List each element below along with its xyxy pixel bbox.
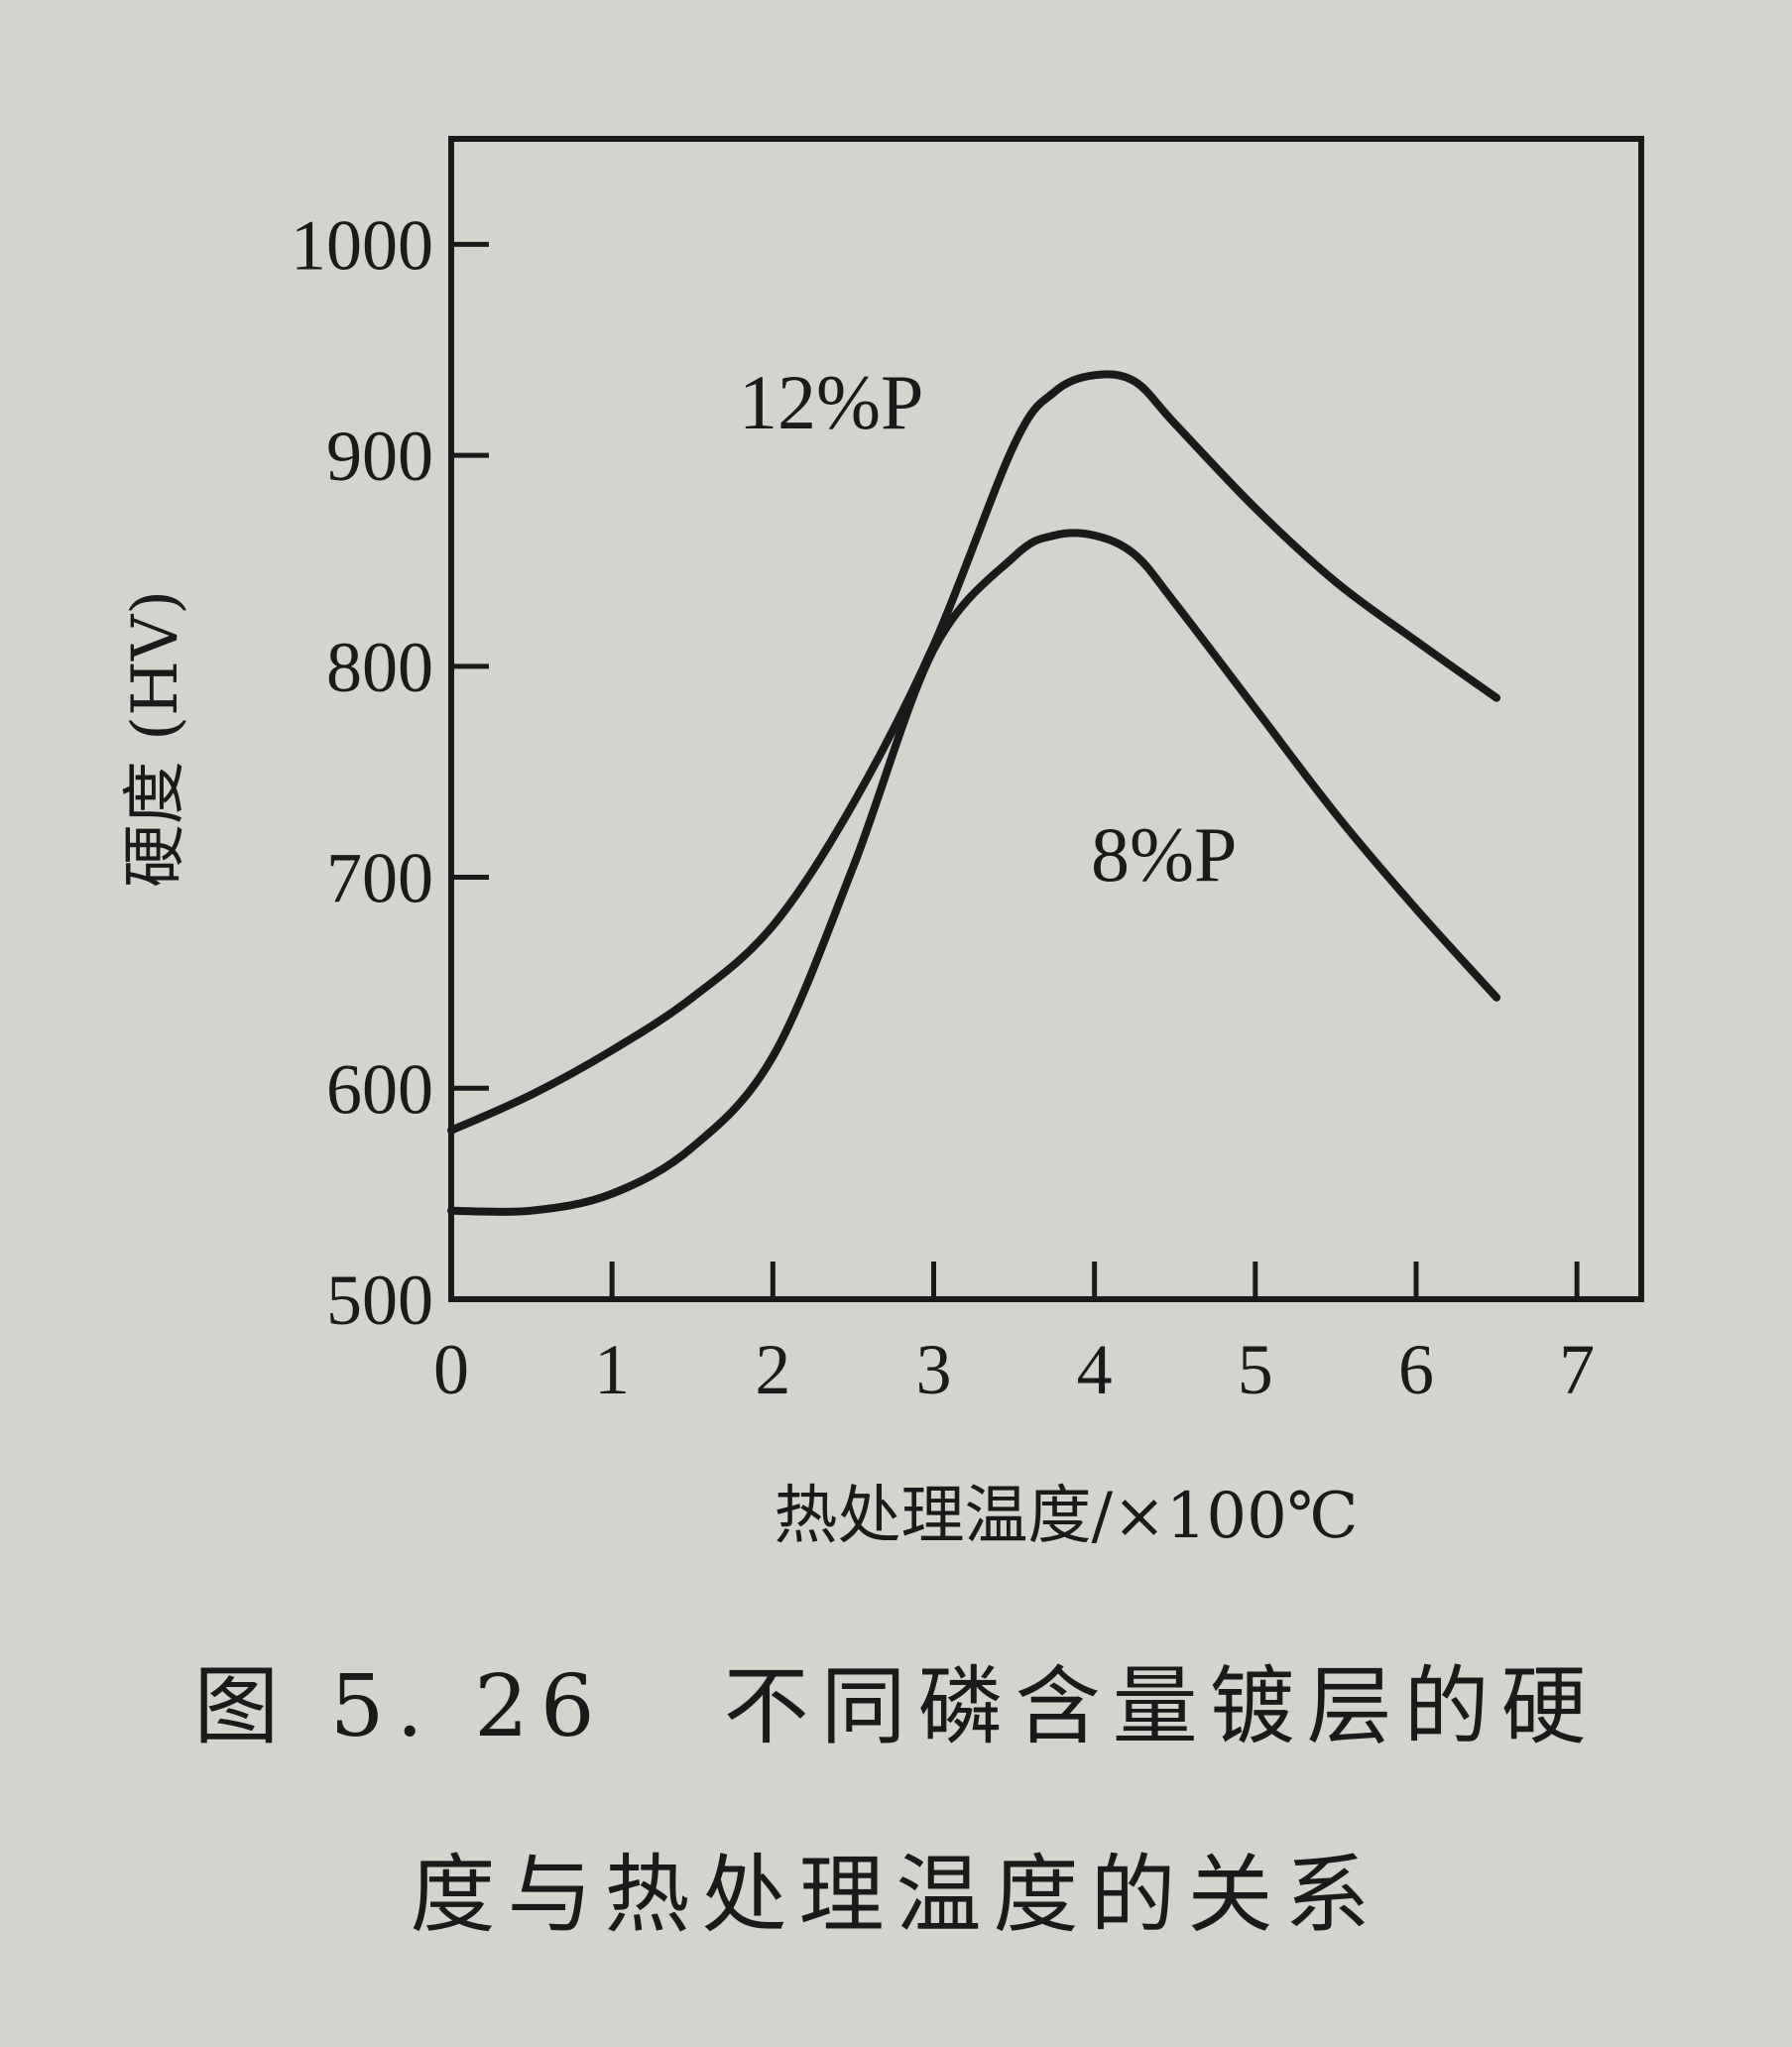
y-tick-label: 600 — [326, 1049, 433, 1129]
y-tick-label: 1000 — [291, 205, 433, 285]
plot-frame — [448, 136, 1644, 1302]
y-tick-label: 900 — [326, 417, 433, 496]
x-tick-label: 1 — [594, 1330, 630, 1409]
x-tick-label: 7 — [1559, 1330, 1595, 1409]
hardness-line-chart: 500 600 700 800 900 1000 0 1 2 3 4 5 6 7 12%P 8%P 硬度 (H… — [119, 136, 1644, 1553]
x-axis-label: 热处理温度/×100℃ — [775, 1480, 1359, 1553]
series-label-1: 8%P — [1091, 811, 1237, 898]
x-tick-label: 5 — [1238, 1330, 1273, 1409]
y-tick-label: 700 — [326, 839, 433, 918]
x-tick-label: 0 — [433, 1330, 469, 1409]
series-line-0 — [447, 370, 1501, 1135]
x-tick-label: 3 — [915, 1330, 951, 1409]
x-tick-label: 6 — [1398, 1330, 1434, 1409]
figure-caption-line-1: 图 5. 26 不同磷含量镀层的硬 — [193, 1657, 1599, 1756]
x-tick-label: 4 — [1077, 1330, 1113, 1409]
series-label-0: 12%P — [739, 359, 923, 445]
figure-caption-line-2: 度与热处理温度的关系 — [410, 1846, 1382, 1945]
y-tick-label: 500 — [326, 1261, 433, 1340]
series-line-1 — [447, 529, 1501, 1216]
y-axis-label: 硬度 (HV) — [119, 590, 192, 888]
y-tick-label: 800 — [326, 628, 433, 707]
x-tick-label: 2 — [755, 1330, 790, 1409]
